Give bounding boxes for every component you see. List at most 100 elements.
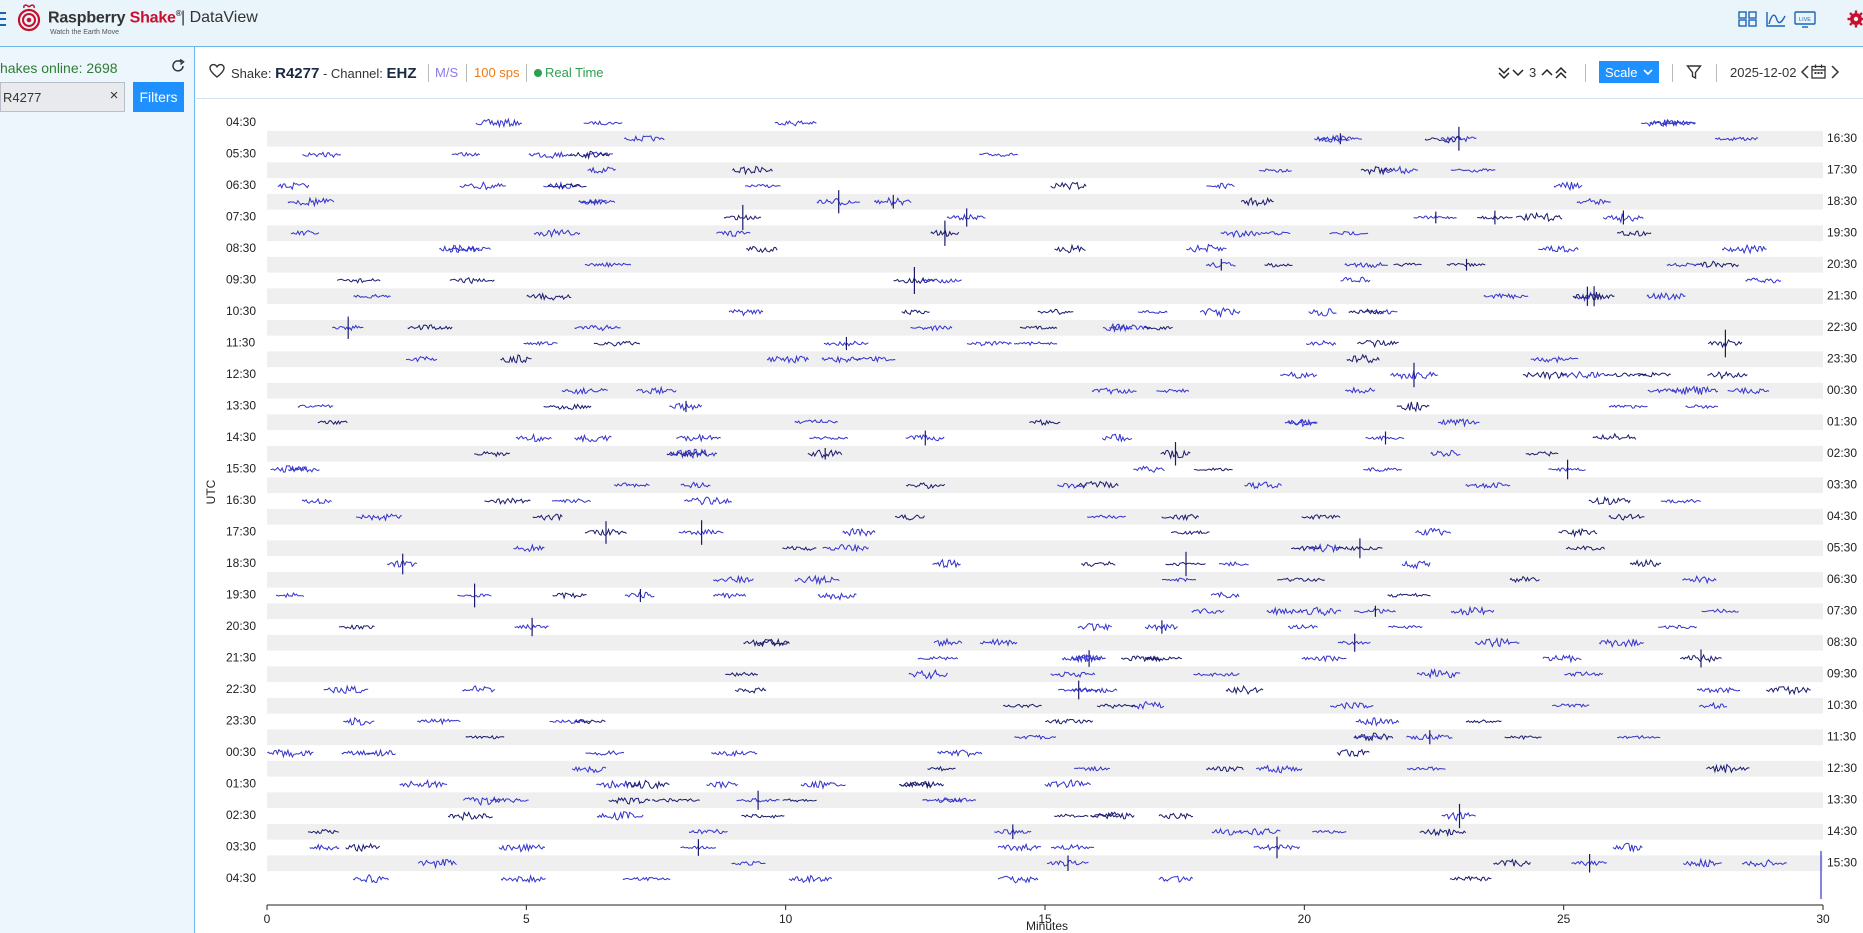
seismic-trace xyxy=(549,718,592,724)
seismic-trace xyxy=(855,355,896,363)
seismic-trace xyxy=(1308,543,1343,554)
row-band xyxy=(267,508,1823,525)
seismic-trace xyxy=(966,340,1012,347)
seismic-trace xyxy=(1741,859,1787,868)
seismic-trace xyxy=(447,811,493,822)
seismic-trace xyxy=(459,181,506,191)
left-time-label: 01:30 xyxy=(226,777,256,791)
left-time-label: 23:30 xyxy=(226,714,256,728)
seismic-trace xyxy=(332,324,364,332)
seismic-trace xyxy=(1255,764,1303,774)
row-band xyxy=(267,634,1823,651)
brand-name[interactable]: Raspberry Shake® xyxy=(48,9,182,27)
seismic-trace xyxy=(1449,875,1492,882)
lines-increase-icon[interactable] xyxy=(1540,64,1570,82)
seismic-trace xyxy=(716,230,751,238)
seismic-trace xyxy=(809,436,849,441)
refresh-icon[interactable] xyxy=(170,58,186,74)
filters-button[interactable]: Filters xyxy=(133,82,184,112)
seismic-trace xyxy=(613,482,650,488)
unit-toggle[interactable]: M/S xyxy=(435,65,459,80)
shake-info: Shake: R4277 - Channel: EHZ xyxy=(231,65,417,82)
y-axis-label: UTC xyxy=(204,479,218,504)
seismic-trace xyxy=(1565,545,1605,551)
seismic-trace xyxy=(596,811,644,821)
seismic-trace xyxy=(822,543,869,553)
top-bar: Raspberry Shake® Watch the Earth Move | … xyxy=(0,0,1863,47)
seismic-trace xyxy=(1666,262,1700,268)
station-search-input[interactable] xyxy=(0,82,125,112)
seismic-trace xyxy=(1158,875,1194,883)
seismic-trace xyxy=(899,780,945,790)
left-time-label: 18:30 xyxy=(226,556,256,570)
compare-icon[interactable] xyxy=(1737,10,1759,28)
seismic-trace xyxy=(921,278,962,284)
settings-gear-icon[interactable] xyxy=(1845,10,1863,28)
left-time-label: 19:30 xyxy=(226,588,256,602)
seismic-trace xyxy=(551,498,591,504)
seismic-trace xyxy=(317,420,348,426)
clear-icon[interactable]: × xyxy=(109,87,119,104)
seismic-trace xyxy=(1061,654,1102,664)
seismic-trace xyxy=(1205,766,1244,773)
seismic-trace xyxy=(290,230,320,237)
seismic-trace xyxy=(624,591,655,599)
seismic-trace xyxy=(1091,387,1137,395)
left-time-label: 05:30 xyxy=(226,147,256,161)
seismic-trace xyxy=(766,354,809,364)
seismic-trace xyxy=(1363,467,1402,473)
seismic-trace xyxy=(1441,811,1476,822)
seismic-trace xyxy=(523,340,558,347)
seismic-trace xyxy=(1685,404,1719,410)
seismic-trace xyxy=(1504,735,1542,741)
seismic-trace xyxy=(1344,386,1376,394)
right-time-label: 00:30 xyxy=(1827,383,1857,397)
seismic-trace xyxy=(1336,748,1370,758)
seismic-trace xyxy=(997,875,1039,884)
seismic-trace xyxy=(910,324,953,332)
seismic-trace xyxy=(532,513,563,522)
seismic-trace xyxy=(1258,168,1292,173)
seismic-trace xyxy=(800,780,846,790)
seismic-trace xyxy=(873,196,912,207)
seismic-trace xyxy=(927,765,956,772)
seismic-trace xyxy=(1336,545,1383,552)
right-time-label: 14:30 xyxy=(1827,824,1857,838)
seismic-trace xyxy=(1714,136,1759,142)
filter-funnel-icon[interactable] xyxy=(1686,64,1702,80)
seismic-trace xyxy=(1301,514,1341,521)
date-display[interactable]: 2025-12-02 xyxy=(1730,65,1797,80)
menu-icon[interactable] xyxy=(0,12,8,28)
live-monitor-icon[interactable]: LIVE xyxy=(1794,10,1816,28)
chart-icon[interactable] xyxy=(1765,10,1787,28)
left-time-label: 12:30 xyxy=(226,367,256,381)
right-time-label: 21:30 xyxy=(1827,288,1857,302)
seismic-trace xyxy=(669,448,718,460)
seismic-trace xyxy=(343,716,375,726)
x-tick-label: 0 xyxy=(264,912,271,926)
seismic-trace xyxy=(744,183,781,189)
calendar-icon[interactable] xyxy=(1811,64,1826,79)
seismic-trace xyxy=(1576,197,1611,206)
seismic-trace xyxy=(1388,625,1423,630)
raspberry-logo-icon xyxy=(17,4,41,32)
seismic-trace xyxy=(1564,671,1604,677)
row-band xyxy=(267,351,1823,368)
seismic-trace xyxy=(513,543,545,553)
right-time-label: 12:30 xyxy=(1827,761,1857,775)
next-day-icon[interactable] xyxy=(1830,65,1840,79)
seismic-trace xyxy=(1671,385,1719,396)
right-time-label: 23:30 xyxy=(1827,351,1857,365)
seismic-trace xyxy=(1071,653,1106,662)
seismic-trace xyxy=(417,718,461,726)
seismic-trace xyxy=(842,527,876,537)
left-time-label: 15:30 xyxy=(226,462,256,476)
channel-code: EHZ xyxy=(386,65,417,82)
favorite-heart-icon[interactable] xyxy=(209,63,225,79)
previous-day-icon[interactable] xyxy=(1800,65,1810,79)
scale-dropdown[interactable]: Scale xyxy=(1599,61,1659,83)
lines-decrease-icon[interactable] xyxy=(1497,64,1527,82)
channel-prefix: - Channel: xyxy=(322,66,383,81)
seismic-trace xyxy=(997,842,1042,852)
seismic-trace xyxy=(933,637,963,647)
